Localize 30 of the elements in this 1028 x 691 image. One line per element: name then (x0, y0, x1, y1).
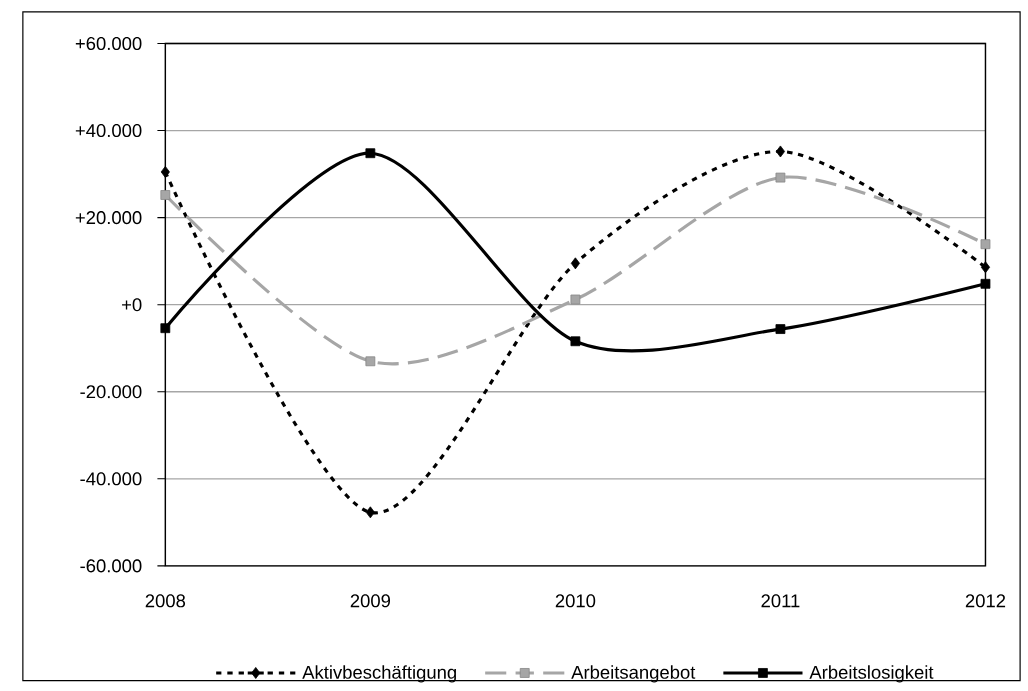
point (775, 145, 785, 158)
point (570, 257, 580, 270)
y-tick-label: -60.000 (80, 559, 142, 573)
point (980, 239, 991, 250)
x-tick-label: 2010 (555, 594, 596, 608)
point (980, 261, 991, 274)
y-tick-label: +40.000 (75, 124, 142, 138)
x-tick-label: 2009 (350, 594, 391, 608)
point (775, 324, 786, 335)
point (160, 190, 171, 201)
point (570, 336, 581, 347)
point (365, 506, 375, 519)
y-tick-label: +0 (122, 298, 142, 312)
x-tick-label: 2012 (965, 594, 1006, 608)
legend-label: Arbeitslosigkeit (809, 665, 934, 683)
y-tick-label: +60.000 (75, 37, 142, 51)
point (160, 323, 171, 334)
point (365, 356, 376, 367)
point (365, 148, 376, 159)
y-tick-label: -20.000 (80, 385, 142, 399)
y-tick-label: +20.000 (75, 211, 142, 225)
x-tick-label: 2011 (761, 594, 800, 608)
point (570, 294, 581, 305)
point (775, 172, 786, 183)
point (160, 166, 170, 179)
legend-label: Arbeitsangebot (571, 665, 696, 683)
y-tick-label: -40.000 (80, 472, 142, 486)
x-tick-label: 2008 (145, 594, 186, 608)
legend-label: Aktivbeschäftigung (302, 665, 456, 683)
point (980, 279, 991, 289)
